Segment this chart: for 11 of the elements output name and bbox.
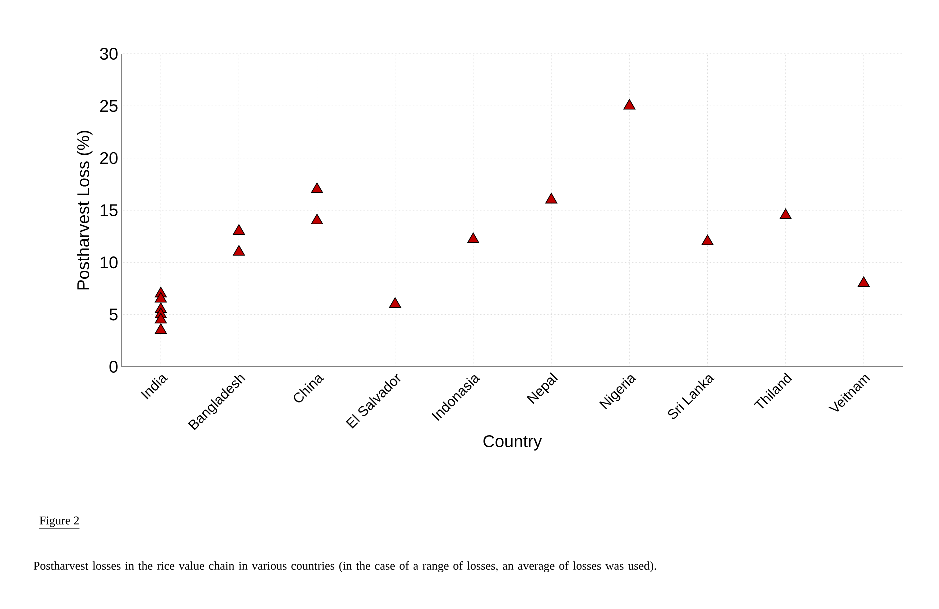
y-tick-label: 20	[100, 152, 118, 164]
y-tick-label: 30	[100, 48, 118, 60]
y-tick-label: 0	[110, 360, 118, 373]
caption: Figure 2	[40, 516, 80, 528]
y-tick-label: 25	[100, 100, 118, 112]
y-tick-label: 15	[100, 204, 118, 216]
y-tick-label: 5	[110, 308, 118, 321]
y-axis-title: Postharvest Loss (%)	[77, 131, 93, 290]
x-axis-title: Country	[484, 435, 542, 451]
text: Postharvest losses in the rice value chain in various countries (in the case of a range of losses, an average of losses was used).	[34, 562, 656, 572]
y-tick-label: 10	[100, 256, 118, 269]
